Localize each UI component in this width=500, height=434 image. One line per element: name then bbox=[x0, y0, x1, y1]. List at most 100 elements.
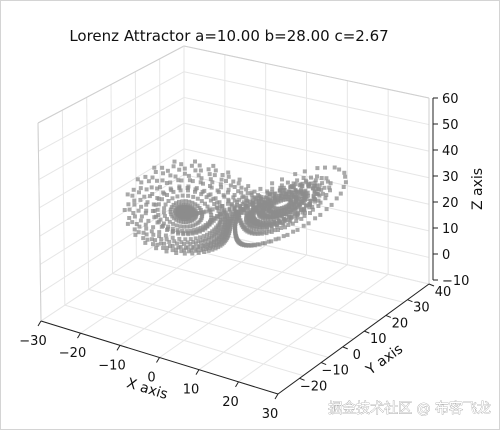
data-point bbox=[226, 170, 231, 175]
data-point bbox=[225, 225, 230, 229]
data-point bbox=[231, 179, 236, 184]
data-point bbox=[132, 198, 137, 203]
data-point bbox=[152, 165, 157, 170]
data-point bbox=[286, 218, 291, 223]
grid-line bbox=[198, 264, 348, 371]
data-point bbox=[194, 230, 199, 235]
data-point bbox=[155, 242, 160, 247]
data-point bbox=[174, 247, 178, 252]
data-point bbox=[213, 216, 218, 221]
data-point bbox=[312, 190, 317, 194]
data-point bbox=[207, 172, 212, 177]
data-point bbox=[218, 204, 222, 209]
data-point bbox=[206, 241, 211, 246]
data-point bbox=[127, 207, 132, 212]
data-point bbox=[243, 203, 248, 208]
data-point bbox=[242, 208, 246, 213]
z-axis-ticks: −10 0 10 20 30 40 50 60 bbox=[433, 92, 469, 289]
data-point bbox=[313, 216, 318, 221]
data-point bbox=[143, 222, 148, 227]
data-point bbox=[138, 218, 143, 223]
pane-left-grid bbox=[37, 45, 185, 322]
data-point bbox=[193, 236, 198, 241]
data-point bbox=[312, 180, 317, 185]
data-point bbox=[244, 195, 249, 200]
data-point bbox=[198, 240, 203, 245]
x-tick-label: 20 bbox=[222, 395, 239, 410]
data-point bbox=[178, 188, 183, 193]
watermark-text: 掘金技术社区 @ 布客飞龙 bbox=[328, 400, 491, 417]
data-point bbox=[158, 185, 162, 190]
data-point bbox=[279, 183, 284, 188]
data-point bbox=[220, 173, 225, 177]
data-point bbox=[264, 195, 269, 200]
data-point bbox=[280, 177, 284, 182]
data-point bbox=[176, 245, 181, 250]
data-point bbox=[213, 246, 218, 251]
data-point bbox=[288, 185, 293, 190]
data-point bbox=[137, 224, 142, 229]
data-point bbox=[156, 213, 161, 217]
y-tick-label: −10 bbox=[321, 364, 348, 379]
data-point bbox=[164, 237, 169, 242]
data-point bbox=[201, 234, 206, 239]
data-point bbox=[226, 187, 231, 192]
data-point bbox=[267, 220, 272, 225]
data-point bbox=[127, 216, 132, 220]
data-point bbox=[169, 205, 174, 210]
data-point bbox=[131, 187, 136, 192]
data-point bbox=[186, 188, 190, 193]
data-point bbox=[157, 234, 162, 239]
data-point bbox=[160, 165, 165, 170]
data-point bbox=[163, 202, 168, 207]
data-point bbox=[311, 184, 316, 189]
data-point bbox=[177, 199, 181, 204]
data-point bbox=[165, 193, 169, 197]
data-point bbox=[168, 180, 173, 185]
data-point bbox=[132, 214, 137, 219]
data-point bbox=[130, 193, 135, 198]
data-point bbox=[193, 248, 198, 253]
data-point bbox=[276, 236, 281, 241]
y-tick-mark bbox=[364, 330, 370, 334]
data-point bbox=[235, 212, 239, 217]
data-point bbox=[221, 193, 226, 198]
data-point bbox=[255, 224, 260, 229]
data-point bbox=[226, 222, 230, 227]
data-point bbox=[291, 195, 296, 199]
data-point bbox=[239, 210, 244, 215]
data-point bbox=[230, 211, 235, 216]
data-point bbox=[207, 208, 212, 213]
data-point bbox=[216, 241, 221, 246]
data-point bbox=[174, 217, 179, 222]
data-point bbox=[201, 210, 206, 215]
data-point bbox=[324, 176, 329, 181]
x-tick-mark bbox=[274, 393, 279, 400]
data-point bbox=[172, 239, 177, 244]
data-point bbox=[258, 230, 263, 235]
data-point bbox=[235, 200, 240, 204]
data-point bbox=[291, 181, 296, 186]
data-point bbox=[188, 224, 193, 229]
data-point bbox=[337, 167, 342, 172]
data-point bbox=[307, 202, 312, 206]
data-point bbox=[237, 197, 242, 202]
data-point bbox=[212, 202, 217, 206]
data-point bbox=[182, 166, 187, 171]
data-point bbox=[250, 202, 255, 207]
data-point bbox=[226, 201, 230, 206]
y-tick-label: 10 bbox=[370, 332, 387, 347]
data-point bbox=[265, 189, 270, 194]
data-point bbox=[193, 168, 198, 173]
data-point bbox=[219, 219, 223, 224]
data-point bbox=[170, 226, 175, 231]
data-point bbox=[219, 177, 224, 182]
data-point bbox=[289, 207, 294, 212]
data-point bbox=[189, 248, 194, 253]
data-point bbox=[232, 193, 237, 197]
data-point bbox=[195, 221, 200, 226]
x-tick-mark bbox=[235, 381, 239, 388]
data-point bbox=[300, 197, 305, 201]
data-point bbox=[182, 251, 187, 256]
data-point bbox=[220, 207, 224, 212]
